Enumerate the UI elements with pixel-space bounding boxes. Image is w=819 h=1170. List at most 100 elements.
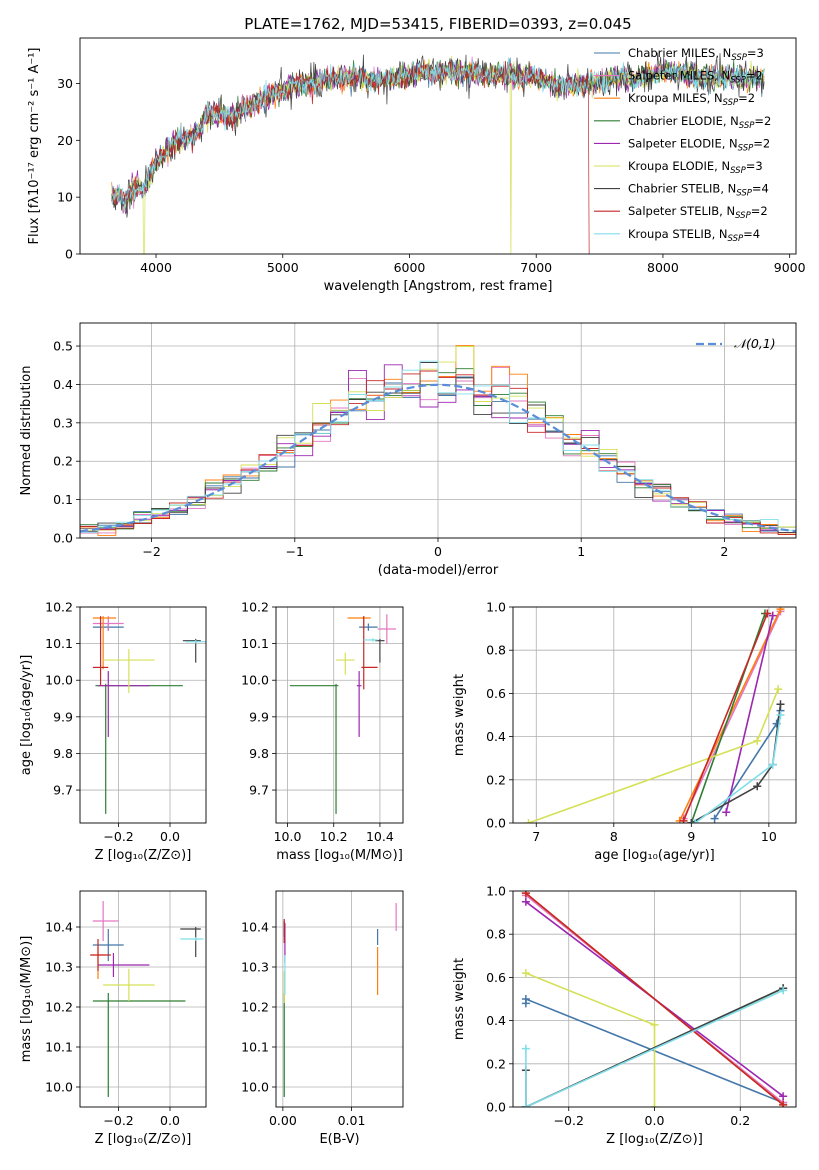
y-tick-label: 10.1 [241, 1040, 269, 1055]
x-tick-label: 1 [577, 544, 585, 559]
weight-marker-kroupa-elodie [521, 969, 530, 978]
weight-marker-chabrier-miles [521, 995, 530, 1003]
weight-line-salpeter-stelib [525, 892, 784, 1106]
y-tick-label: 9.7 [249, 783, 269, 798]
plot-area-mass-vs-Z [90, 901, 204, 1097]
weight-marker-salpeter-stelib [679, 816, 688, 823]
legend-label-kroupa-elodie: Kroupa ELODIE, NSSP=3 [628, 159, 763, 176]
x-tick-label: 0.0 [645, 1113, 665, 1128]
plot-area-weight-vs-age [524, 607, 785, 823]
x-tick-label: 0.0 [160, 1113, 180, 1128]
x-tick-label: 6000 [394, 260, 426, 275]
y-tick-label: 20 [57, 133, 73, 148]
y-tick-label: 0 [65, 247, 73, 262]
y-tick-label: 0.2 [53, 454, 73, 469]
y-tick-label: 10.2 [45, 1000, 73, 1015]
point-kroupa-stelib [363, 638, 378, 642]
spectrum-line-salpeter-stelib [111, 60, 590, 254]
y-axis-label: age [log₁₀(age/yr)] [19, 655, 34, 776]
weight-line-kroupa-elodie [525, 972, 656, 1107]
y-tick-label: 10.3 [45, 960, 73, 975]
y-tick-label: 10.1 [45, 636, 73, 651]
weight-marker-kroupa-stelib [521, 1103, 530, 1107]
point-salpeter-miles [92, 616, 124, 631]
x-tick-label: 7000 [520, 260, 552, 275]
weight-marker-salpeter-elodie [768, 611, 777, 620]
weight-marker-salpeter-elodie [521, 897, 530, 906]
panel-weight-vs-Z: −0.2 0.0 0.2 0.0 0.2 0.4 0.6 0.8 1.0 Z [log₁₀(Z/Z… [452, 884, 797, 1147]
legend-label-chabrier-miles: Chabrier MILES, NSSP=3 [628, 46, 764, 63]
legend-label-salpeter-stelib: Salpeter STELIB, NSSP=2 [628, 204, 768, 221]
axes-frame [79, 890, 207, 1108]
panel-residuals: −2 −1 0 1 2 0.0 0.1 0.2 0.3 0.4 0.5 (data-model)/er… [19, 322, 797, 578]
y-tick-label: 9.7 [53, 783, 73, 798]
x-tick-label: −1 [286, 544, 304, 559]
y-tick-label: 0.0 [53, 531, 73, 546]
weight-line-kroupa-elodie [528, 688, 779, 823]
legend-label-normal: 𝒩(0,1) [734, 336, 776, 351]
y-axis-label: Normed distribution [19, 366, 34, 496]
y-tick-label: 10.2 [45, 600, 73, 615]
axes-frame [512, 606, 797, 824]
weight-line-salpeter-miles [682, 610, 782, 820]
y-axis-label: mass weight [452, 674, 467, 756]
panel-mass-vs-Z: −0.2 0.0 10.0 10.1 10.2 10.3 10.4 Z [log₁₀(Z/Z⊙… [19, 890, 207, 1147]
y-tick-label: 10.0 [45, 1080, 73, 1095]
y-tick-label: 10.0 [45, 673, 73, 688]
legend-label-salpeter-miles: Salpeter MILES, NSSP=2 [628, 69, 763, 86]
y-tick-label: 0.0 [486, 816, 506, 831]
weight-marker-kroupa-elodie [650, 1103, 659, 1107]
weight-marker-kroupa-stelib [691, 819, 700, 823]
axes-frame [512, 890, 797, 1108]
point-kroupa-elodie [336, 652, 355, 675]
y-tick-label: 0.8 [486, 643, 506, 658]
weight-marker-kroupa-stelib [521, 1044, 530, 1053]
point-chabrier-elodie [92, 993, 186, 1097]
panel-mass-vs-ebv: 0.00 0.01 10.0 10.1 10.2 10.3 10.4 E(B-V) [241, 890, 404, 1147]
point-chabrier-stelib [375, 638, 385, 663]
y-tick-label: 0.3 [53, 415, 73, 430]
point-chabrier-miles [359, 623, 378, 631]
y-tick-label: 10.3 [241, 960, 269, 975]
weight-marker-salpeter-elodie [722, 808, 731, 817]
y-tick-label: 9.8 [249, 746, 269, 761]
x-tick-label: 0 [434, 544, 442, 559]
y-tick-label: 0.8 [486, 927, 506, 942]
y-tick-label: 10.0 [241, 1080, 269, 1095]
axes-frame [275, 606, 404, 824]
x-tick-label: −0.2 [103, 829, 133, 844]
x-tick-label: 9000 [774, 260, 806, 275]
y-tick-label: 0.4 [53, 377, 73, 392]
y-tick-label: 0.4 [486, 1013, 506, 1028]
plot-area-weight-vs-Z [521, 891, 788, 1107]
weight-line-kroupa-stelib [525, 989, 784, 1107]
figure-title: PLATE=1762, MJD=53415, FIBERID=0393, z=0… [244, 15, 631, 33]
y-tick-label: 1.0 [486, 884, 506, 899]
y-tick-label: 10.2 [241, 1000, 269, 1015]
plots: 4000 5000 6000 7000 8000 90000102030wavelengt… [19, 37, 806, 1147]
weight-marker-salpeter-stelib [521, 891, 530, 898]
x-axis-label: age [log₁₀(age/yr)] [594, 848, 715, 863]
point-salpeter-stelib [92, 616, 109, 686]
x-tick-label: 7 [532, 829, 540, 844]
weight-marker-salpeter-stelib [763, 609, 772, 618]
x-axis-label: Z [log₁₀(Z/Z⊙)] [95, 1132, 192, 1147]
x-tick-label: 0.01 [338, 1113, 366, 1128]
weight-marker-kroupa-stelib [776, 711, 785, 719]
y-tick-label: 0.4 [486, 729, 506, 744]
plot-area-mass-vs-ebv [283, 903, 397, 1097]
axes-frame [79, 37, 797, 255]
x-tick-label: −0.2 [554, 1113, 584, 1128]
y-tick-label: 10.4 [241, 920, 269, 935]
y-tick-label: 9.8 [53, 746, 73, 761]
x-tick-label: 4000 [140, 260, 172, 275]
x-axis-label: Z [log₁₀(Z/Z⊙)] [606, 1132, 703, 1147]
weight-marker-kroupa-elodie [753, 736, 762, 745]
y-tick-label: 0.0 [486, 1100, 506, 1115]
x-tick-label: 0.00 [269, 1113, 297, 1128]
x-tick-label: −0.2 [103, 1113, 133, 1128]
x-tick-label: 5000 [267, 260, 299, 275]
axes-frame [79, 606, 207, 824]
y-tick-label: 30 [57, 76, 73, 91]
point-chabrier-stelib [182, 638, 201, 663]
